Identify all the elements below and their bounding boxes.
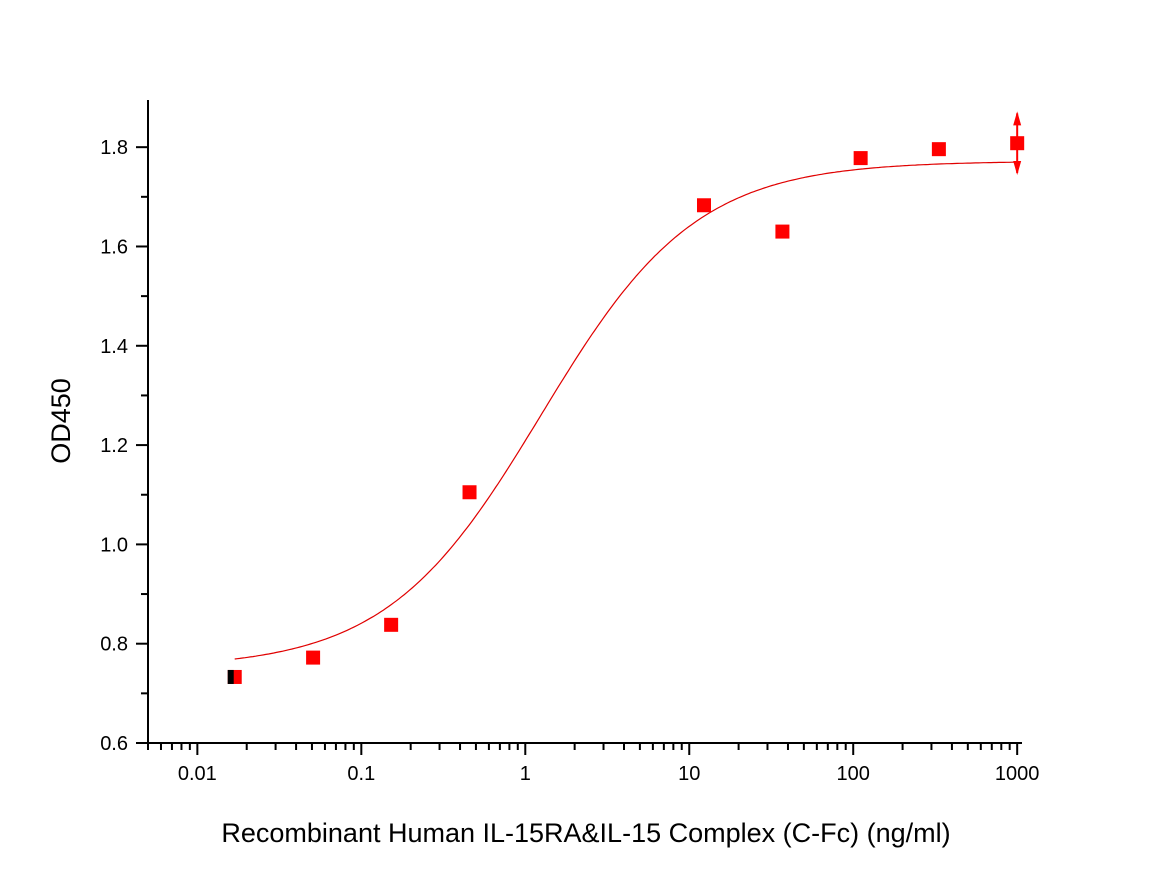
- y-tick-label: 1.0: [100, 534, 128, 556]
- y-tick-label: 1.6: [100, 236, 128, 258]
- x-axis-title: Recombinant Human IL-15RA&IL-15 Complex …: [221, 818, 950, 848]
- y-tick-label: 0.8: [100, 634, 128, 656]
- y-tick-label: 0.6: [100, 733, 128, 755]
- data-point: [931, 142, 946, 157]
- data-point-overlap-marker: [227, 669, 234, 684]
- x-tick-label: 1000: [995, 763, 1040, 785]
- y-tick-label: 1.8: [100, 137, 128, 159]
- data-point: [853, 151, 868, 166]
- data-point: [462, 485, 477, 500]
- y-tick-label: 1.4: [100, 336, 128, 358]
- y-tick-label: 1.2: [100, 435, 128, 457]
- data-point: [306, 650, 321, 665]
- x-tick-label: 0.1: [347, 763, 375, 785]
- x-tick-label: 10: [678, 763, 700, 785]
- fit-curve: [234, 161, 1018, 660]
- data-point: [775, 224, 790, 239]
- x-tick-label: 0.01: [178, 763, 217, 785]
- x-tick-label: 100: [837, 763, 870, 785]
- x-tick-labels: 0.01 0.1 1 10 100 1000: [178, 763, 1040, 785]
- data-point: [1010, 136, 1025, 151]
- data-point: [696, 198, 711, 213]
- axes: [147, 100, 1022, 744]
- y-axis-title: OD450: [46, 378, 76, 464]
- data-points: [227, 111, 1025, 684]
- error-bar-cap-up: [1013, 111, 1022, 126]
- y-tick-labels: 0.6 0.8 1.0 1.2 1.4 1.6 1.8: [100, 137, 128, 755]
- ticks: [136, 146, 1019, 755]
- error-bar-cap-down: [1013, 160, 1022, 175]
- data-point: [384, 617, 399, 632]
- x-tick-label: 1: [520, 763, 531, 785]
- fit-curve-group: [234, 161, 1018, 660]
